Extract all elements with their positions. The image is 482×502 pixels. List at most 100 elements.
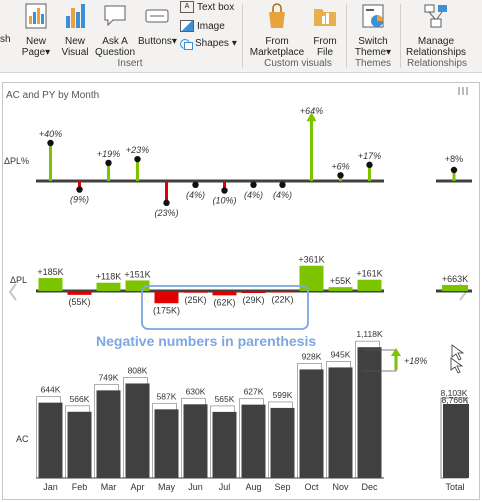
pl-label: +161K xyxy=(356,269,382,279)
month-tick-label: Apr xyxy=(130,482,144,492)
ac-label: 599K xyxy=(273,390,293,400)
pl-label: (175K) xyxy=(153,305,180,315)
pl-pct-dot xyxy=(134,155,141,163)
ask-question-button[interactable]: Ask A Question xyxy=(94,2,136,58)
ac-label: 627K xyxy=(244,387,264,397)
ac-bar xyxy=(38,402,63,478)
pl-pct-label: +40% xyxy=(39,129,62,139)
new-visual-icon xyxy=(66,4,85,28)
switch-theme-button[interactable]: Switch Theme▾ xyxy=(350,2,396,58)
month-tick-label: Feb xyxy=(72,482,88,492)
pl-pct-label: (4%) xyxy=(273,190,292,200)
growth-label: +18% xyxy=(404,356,427,366)
pl-bar xyxy=(96,282,121,291)
image-button[interactable]: Image xyxy=(180,20,225,32)
theme-icon xyxy=(362,4,384,28)
new-visual-label-1: New xyxy=(64,36,85,47)
manage-relationships-label-2: Relationships xyxy=(405,47,467,58)
image-label: Image xyxy=(197,20,225,32)
pl-pct-label: (10%) xyxy=(212,196,236,206)
from-file-label-1: From xyxy=(313,36,337,47)
chevron-down-icon: ▾ xyxy=(171,36,177,47)
pl-label: +118K xyxy=(96,272,122,282)
manage-relationships-button[interactable]: Manage Relationships xyxy=(402,2,470,58)
chart-svg: AC and PY by Month ΔPL% ΔPL AC +40% (9%) +… xyxy=(4,87,472,492)
pl-label: +151K xyxy=(124,269,150,279)
shapes-button[interactable]: Shapes ▾ xyxy=(180,38,237,50)
ribbon-separator xyxy=(400,4,401,68)
ac-bar xyxy=(270,407,295,478)
ac-label: 644K xyxy=(41,385,61,395)
month-tick-label: Sep xyxy=(274,482,290,492)
marketplace-icon xyxy=(269,3,285,28)
folder-icon xyxy=(314,9,336,26)
new-page-button[interactable]: New Page▾ xyxy=(18,2,54,58)
ac-bar xyxy=(357,347,382,478)
ac-label: 928K xyxy=(302,351,322,361)
pl-label: (25K) xyxy=(184,295,206,305)
pl-bar xyxy=(212,291,237,296)
pl-label: (29K) xyxy=(242,295,264,305)
new-page-icon xyxy=(25,3,47,29)
text-box-label: Text box xyxy=(197,1,235,13)
pl-bar xyxy=(270,291,295,293)
month-tick-label: Oct xyxy=(304,482,319,492)
pl-pct-dot xyxy=(47,139,54,147)
ac-bar xyxy=(154,409,179,478)
buttons-label: Buttons xyxy=(138,36,172,47)
ac-label: 808K xyxy=(128,365,148,375)
text-box-icon: A xyxy=(180,1,194,13)
month-tick-label: Jan xyxy=(43,482,58,492)
month-tick-label: Nov xyxy=(332,482,349,492)
from-marketplace-label-1: From xyxy=(265,36,289,47)
total-pct-label: +8% xyxy=(445,154,463,164)
text-box-button[interactable]: A Text box xyxy=(180,1,234,13)
scroll-left-arrow-icon[interactable] xyxy=(8,283,17,301)
ac-bar xyxy=(67,411,92,478)
month-tick-label: Aug xyxy=(245,482,261,492)
pl-label: +185K xyxy=(37,267,63,277)
row-label-pl: ΔPL xyxy=(10,275,27,285)
themes-group-label: Themes xyxy=(354,58,392,69)
pl-bar xyxy=(67,291,92,295)
speech-bubble-icon xyxy=(104,5,126,27)
ac-bar xyxy=(299,369,324,478)
month-tick-label: Jun xyxy=(188,482,203,492)
pl-pct-dot xyxy=(337,172,344,179)
from-file-button[interactable]: From File xyxy=(308,2,342,58)
manage-relationships-label-1: Manage xyxy=(417,36,455,47)
callout-highlight-box xyxy=(141,285,309,330)
buttons-button[interactable]: Buttons▾ xyxy=(138,2,177,47)
total-pl-label: +663K xyxy=(442,274,468,284)
pl-bar xyxy=(38,278,63,291)
buttons-icon xyxy=(145,9,169,23)
row-label-ac: AC xyxy=(16,434,29,444)
pl-pct-label: (4%) xyxy=(186,190,205,200)
new-page-label-1: New xyxy=(25,36,46,47)
ac-label: 749K xyxy=(99,372,119,382)
shapes-label: Shapes xyxy=(195,38,229,49)
pl-label: (62K) xyxy=(213,297,235,307)
growth-arrow-icon xyxy=(391,348,401,356)
ac-bar xyxy=(96,390,121,478)
pl-label: +361K xyxy=(298,255,324,265)
callout-text: Negative numbers in parenthesis xyxy=(96,333,316,349)
pl-bar xyxy=(125,280,150,291)
new-visual-button[interactable]: New Visual xyxy=(58,2,92,58)
new-page-label-2: Page xyxy=(21,47,46,58)
pl-bar xyxy=(357,279,382,291)
pl-pct-dot xyxy=(76,186,83,193)
pl-pct-label: +23% xyxy=(126,145,149,155)
month-tick-label: Dec xyxy=(361,482,378,492)
pl-pct-label: (23%) xyxy=(154,208,178,218)
switch-theme-label-1: Switch xyxy=(358,36,388,47)
image-icon xyxy=(180,20,194,32)
pl-label: (55K) xyxy=(68,297,90,307)
pl-label: +55K xyxy=(330,276,351,286)
ac-label: 1,118K xyxy=(356,329,383,339)
from-marketplace-button[interactable]: From Marketplace xyxy=(248,2,306,58)
switch-theme-label-2: Theme xyxy=(354,47,387,58)
ribbon-partial-button[interactable]: sh xyxy=(0,34,12,45)
month-tick-label: May xyxy=(158,482,176,492)
focus-mode-icon[interactable] xyxy=(458,87,468,95)
